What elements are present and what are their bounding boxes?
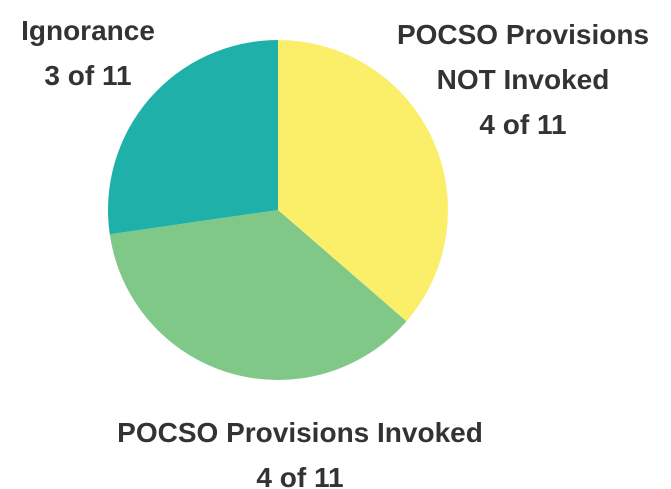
category-label: POCSO Provisions NOT Invoked <box>396 19 650 95</box>
slice-label: Ignorance 3 of 11 <box>0 8 176 98</box>
category-label: Ignorance <box>21 15 155 46</box>
value-label: 4 of 11 <box>256 462 344 489</box>
slice-label: POCSO Provisions Invoked 4 of 11 <box>50 410 550 489</box>
pie-slice <box>278 40 448 322</box>
value-label: 3 of 11 <box>44 60 132 91</box>
slice-label: POCSO Provisions NOT Invoked 4 of 11 <box>375 12 671 147</box>
pie-slice <box>109 210 407 380</box>
value-label: 4 of 11 <box>479 109 567 140</box>
category-label: POCSO Provisions Invoked <box>117 417 483 448</box>
pie-slice <box>108 40 278 235</box>
